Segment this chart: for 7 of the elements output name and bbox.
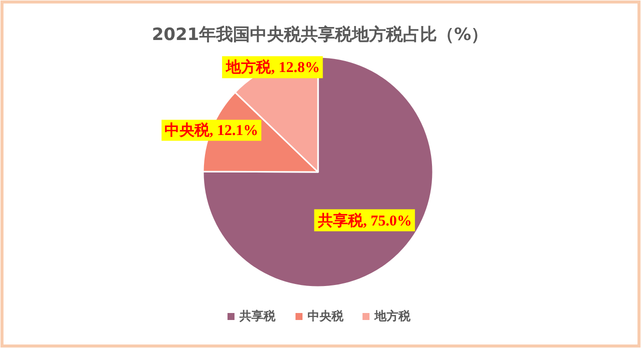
data-label: 地方税, 12.8% [225,58,320,76]
data-label: 共享税, 75.0% [317,211,412,230]
chart-title: 2021年我国中央税共享税地方税占比（%） [152,25,488,45]
legend-label: 共享税 [238,309,276,323]
legend-label: 中央税 [308,309,344,323]
data-label: 中央税, 12.1% [164,122,258,139]
legend-label: 地方税 [374,309,412,323]
